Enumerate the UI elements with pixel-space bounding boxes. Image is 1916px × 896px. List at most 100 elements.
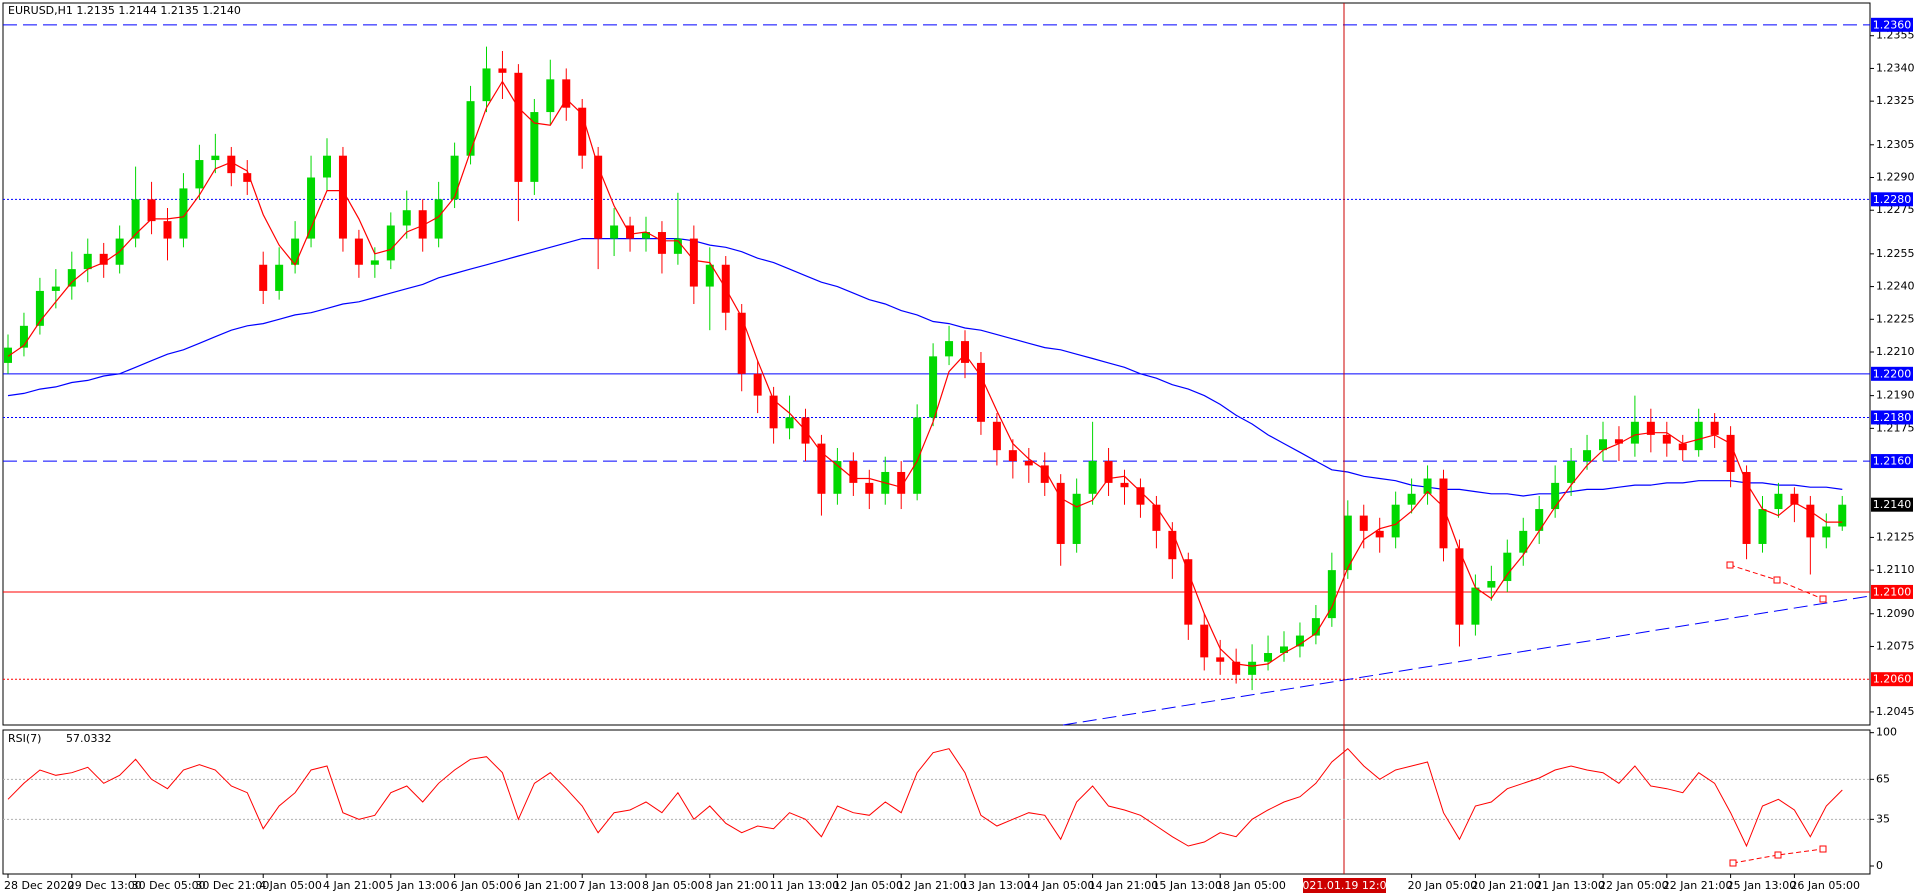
level-label: 1.2160	[1873, 455, 1912, 468]
rsi-pane-frame	[2, 729, 1871, 875]
candle-body	[1726, 434, 1735, 472]
candle-body	[673, 238, 682, 254]
candle-body	[1375, 530, 1384, 538]
candle-body	[1551, 482, 1560, 510]
moving-average	[7, 80, 1843, 667]
candle-body	[4, 347, 12, 363]
candle-body	[1567, 461, 1576, 483]
candle-body	[737, 312, 746, 374]
candle-body	[131, 199, 140, 239]
candle-body	[705, 264, 714, 287]
candle-body	[929, 356, 938, 418]
candle-body	[1774, 493, 1783, 510]
y-tick-label: 1.2255	[1876, 247, 1915, 260]
x-tick-label: 4 Jan 05:00	[259, 879, 322, 892]
x-tick-label: 8 Jan 21:00	[706, 879, 769, 892]
candle-body	[945, 341, 954, 357]
x-tick-label: 5 Jan 13:00	[387, 879, 450, 892]
candle-body	[833, 461, 842, 494]
rsi-current-value: 57.0332	[66, 732, 112, 745]
anchor-point	[1819, 845, 1827, 853]
level-label-box	[1871, 584, 1913, 599]
candle-body	[1455, 548, 1464, 625]
trendline	[1062, 595, 1871, 726]
y-tick-label: 1.2045	[1876, 705, 1915, 718]
candle-body	[1232, 661, 1241, 675]
level-label: 1.2100	[1873, 585, 1912, 598]
candle-body	[562, 79, 571, 108]
candle-body	[1072, 493, 1081, 544]
candle-body	[1471, 587, 1480, 625]
x-tick-label: 7 Jan 13:00	[578, 879, 641, 892]
candle-body	[83, 253, 92, 270]
candle-body	[1678, 443, 1687, 451]
candle-body	[1184, 559, 1193, 625]
candle-body	[227, 155, 236, 174]
candle-body	[1343, 515, 1352, 571]
candle-body	[1662, 434, 1671, 444]
candle-body	[482, 68, 491, 102]
candle-body	[514, 72, 523, 182]
candle-body	[530, 112, 539, 182]
level-label-box	[1871, 672, 1913, 687]
x-tick-label: 28 Dec 2020	[4, 879, 74, 892]
candle-body	[976, 362, 985, 422]
candle-body	[1136, 487, 1145, 505]
anchor-point	[1774, 851, 1782, 859]
candle-body	[1200, 624, 1209, 658]
x-tick-label: 18 Jan 05:00	[1216, 879, 1286, 892]
candle-body	[1264, 653, 1273, 662]
candle-body	[1391, 504, 1400, 538]
candle-body	[418, 210, 427, 239]
x-tick-label: 20 Jan 21:00	[1471, 879, 1541, 892]
candle-body	[1295, 635, 1304, 647]
candle-body	[578, 107, 587, 156]
candle-body	[546, 79, 555, 113]
candle-body	[1120, 482, 1129, 488]
candle-body	[753, 373, 762, 396]
y-tick-label: 1.2325	[1876, 94, 1915, 107]
candle-body	[1040, 465, 1049, 483]
candle-body	[1790, 493, 1799, 505]
y-tick-label: 1.2075	[1876, 639, 1915, 652]
candle-body	[498, 68, 507, 73]
candle-body	[1503, 552, 1512, 582]
candle-body	[689, 238, 698, 287]
x-tick-label: 15 Jan 13:00	[1152, 879, 1222, 892]
candle-body	[1423, 478, 1432, 494]
level-label-box	[1871, 192, 1913, 207]
candle-body	[1710, 421, 1719, 435]
candle-body	[610, 225, 619, 239]
y-tick-label: 1.2275	[1876, 203, 1915, 216]
candle-body	[243, 173, 252, 182]
x-tick-label: 29 Dec 13:00	[68, 879, 142, 892]
rsi-title: RSI(7)	[8, 732, 41, 745]
level-label-box	[1871, 366, 1913, 381]
candle-body	[35, 290, 44, 326]
candle-body	[275, 264, 284, 291]
crosshair-label-box	[1303, 878, 1386, 893]
candle-body	[195, 160, 204, 189]
x-tick-label: 12 Jan 21:00	[897, 879, 967, 892]
candle-body	[434, 199, 443, 239]
candle-body	[1152, 504, 1161, 531]
x-tick-label: 26 Jan 05:00	[1790, 879, 1860, 892]
candle-body	[179, 188, 188, 239]
candle-body	[1008, 450, 1017, 462]
anchor-point	[1773, 576, 1781, 584]
candle-body	[1535, 509, 1544, 531]
candle-body	[1583, 450, 1592, 462]
price-label: 1.2140	[1873, 498, 1912, 511]
y-tick-label: 65	[1876, 772, 1890, 785]
candle-body	[338, 155, 347, 239]
x-tick-label: 8 Jan 05:00	[642, 879, 705, 892]
y-tick-label: 1.2305	[1876, 138, 1915, 151]
candle-body	[1024, 461, 1033, 466]
candle-body	[1359, 515, 1368, 531]
candle-body	[1694, 421, 1703, 451]
candle-body	[913, 417, 922, 494]
candle-body	[1614, 439, 1623, 444]
level-label-box	[1871, 410, 1913, 425]
